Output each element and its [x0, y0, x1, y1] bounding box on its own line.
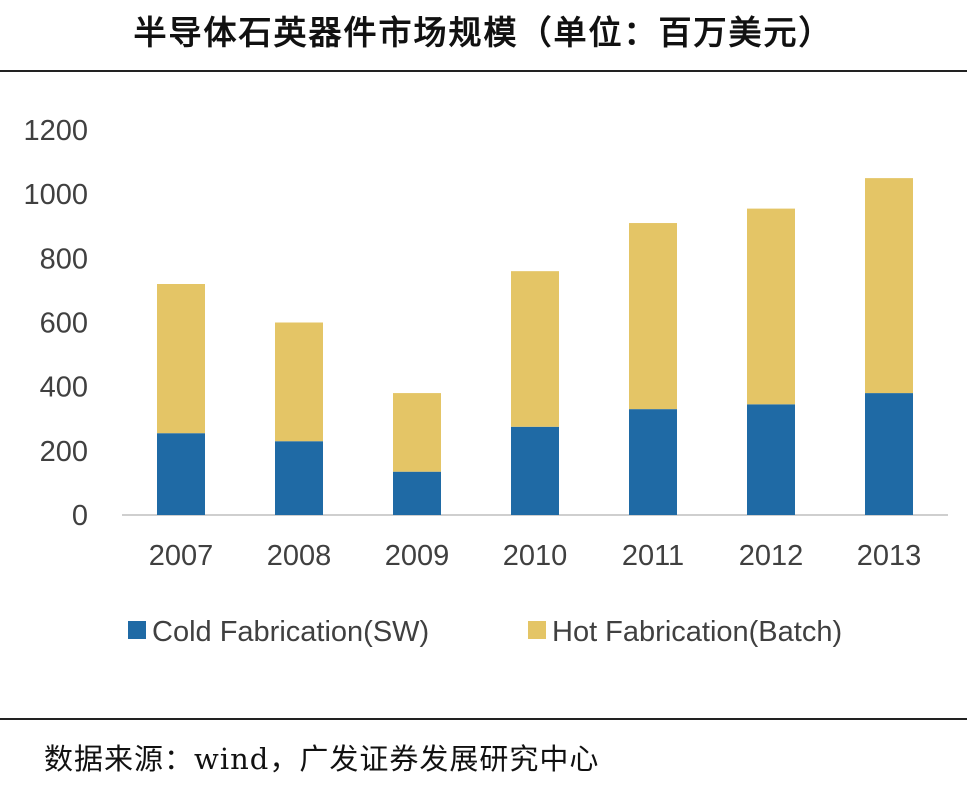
bar-cold-2007	[157, 433, 205, 515]
bar-layer	[157, 178, 913, 515]
source-divider	[0, 718, 967, 720]
x-tick-label: 2007	[149, 540, 214, 572]
bar-cold-2008	[275, 441, 323, 515]
stacked-bar-chart: 0 200 400 600 800 1000 1200 2007 2008 2009 2010 201…	[23, 115, 948, 648]
bar-cold-2012	[747, 404, 795, 515]
y-tick-label: 600	[40, 308, 88, 340]
bar-hot-2010	[511, 271, 559, 427]
bar-hot-2009	[393, 393, 441, 472]
y-tick-label: 0	[72, 500, 88, 532]
x-tick-label: 2012	[739, 540, 804, 572]
bar-cold-2011	[629, 409, 677, 515]
legend-label: Hot Fabrication(Batch)	[552, 616, 842, 648]
y-tick-label: 1200	[23, 115, 88, 147]
legend-label: Cold Fabrication(SW)	[152, 616, 429, 648]
bar-hot-2013	[865, 178, 913, 394]
y-tick-label: 200	[40, 436, 88, 468]
bar-hot-2007	[157, 284, 205, 434]
title-divider	[0, 70, 967, 72]
legend-swatch	[528, 621, 546, 639]
y-tick-label: 1000	[23, 179, 88, 211]
x-tick-label: 2008	[267, 540, 332, 572]
legend: Cold Fabrication(SW) Hot Fabrication(Batc…	[128, 616, 842, 648]
bar-cold-2009	[393, 471, 441, 515]
source-note: 数据来源：wind，广发证券发展研究中心	[44, 742, 600, 776]
bar-hot-2012	[747, 208, 795, 405]
bar-hot-2008	[275, 322, 323, 442]
x-tick-label: 2009	[385, 540, 450, 572]
label-layer: 0 200 400 600 800 1000 1200 2007 2008 2009 2010 201…	[23, 115, 921, 572]
y-tick-label: 400	[40, 372, 88, 404]
bar-hot-2011	[629, 223, 677, 410]
page-title: 半导体石英器件市场规模（单位：百万美元）	[133, 13, 834, 52]
x-tick-label: 2013	[857, 540, 922, 572]
x-tick-label: 2010	[503, 540, 568, 572]
bar-cold-2010	[511, 426, 559, 515]
y-tick-label: 800	[40, 243, 88, 275]
x-tick-label: 2011	[622, 540, 684, 572]
legend-swatch	[128, 621, 146, 639]
bar-cold-2013	[865, 393, 913, 515]
